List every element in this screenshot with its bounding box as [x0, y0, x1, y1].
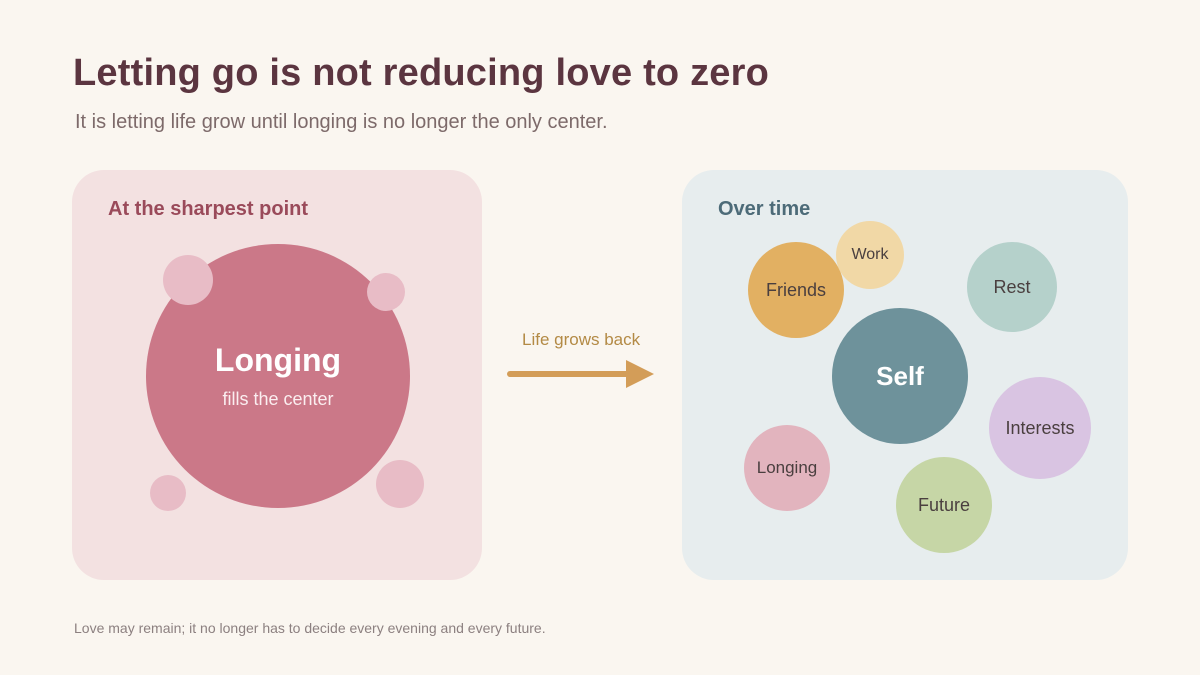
small-dot-top-left — [163, 255, 213, 305]
page-subtitle: It is letting life grow until longing is… — [75, 111, 608, 133]
arrow-label: Life grows back — [522, 330, 641, 349]
bubble-future: Future — [896, 457, 992, 553]
bubble-future-label: Future — [917, 494, 971, 515]
bubble-longing-label: Longing — [756, 458, 818, 477]
footer-note: Love may remain; it no longer has to dec… — [74, 620, 546, 636]
bubble-interests-label: Interests — [1005, 417, 1075, 438]
bubble-work-label: Work — [851, 246, 889, 263]
bubble-longing: Longing — [744, 425, 830, 511]
bubble-self-label: Self — [876, 360, 924, 391]
over-time-heading: Over time — [718, 198, 811, 220]
sharpest-point-panel: At the sharpest point Longing fills the … — [72, 170, 482, 580]
small-dot-bottom-right — [376, 460, 424, 508]
bubble-friends-label: Friends — [765, 279, 827, 300]
bubble-friends: Friends — [748, 242, 844, 338]
bubble-work: Work — [836, 221, 904, 289]
bubble-interests: Interests — [989, 377, 1091, 479]
small-dot-top-right — [367, 273, 405, 311]
page-title: Letting go is not reducing love to zero — [73, 52, 770, 94]
small-dot-bottom-left — [150, 475, 186, 511]
over-time-panel: Over time Friends Work Rest Self Interes… — [682, 170, 1128, 580]
bubble-self: Self — [832, 308, 968, 444]
sharpest-point-heading: At the sharpest point — [108, 198, 309, 220]
bubble-rest-label: Rest — [993, 276, 1031, 297]
arrow-right-icon — [507, 360, 654, 388]
longing-center-caption: fills the center — [222, 389, 334, 409]
bubble-rest: Rest — [967, 242, 1057, 332]
longing-center-label: Longing — [214, 342, 342, 378]
